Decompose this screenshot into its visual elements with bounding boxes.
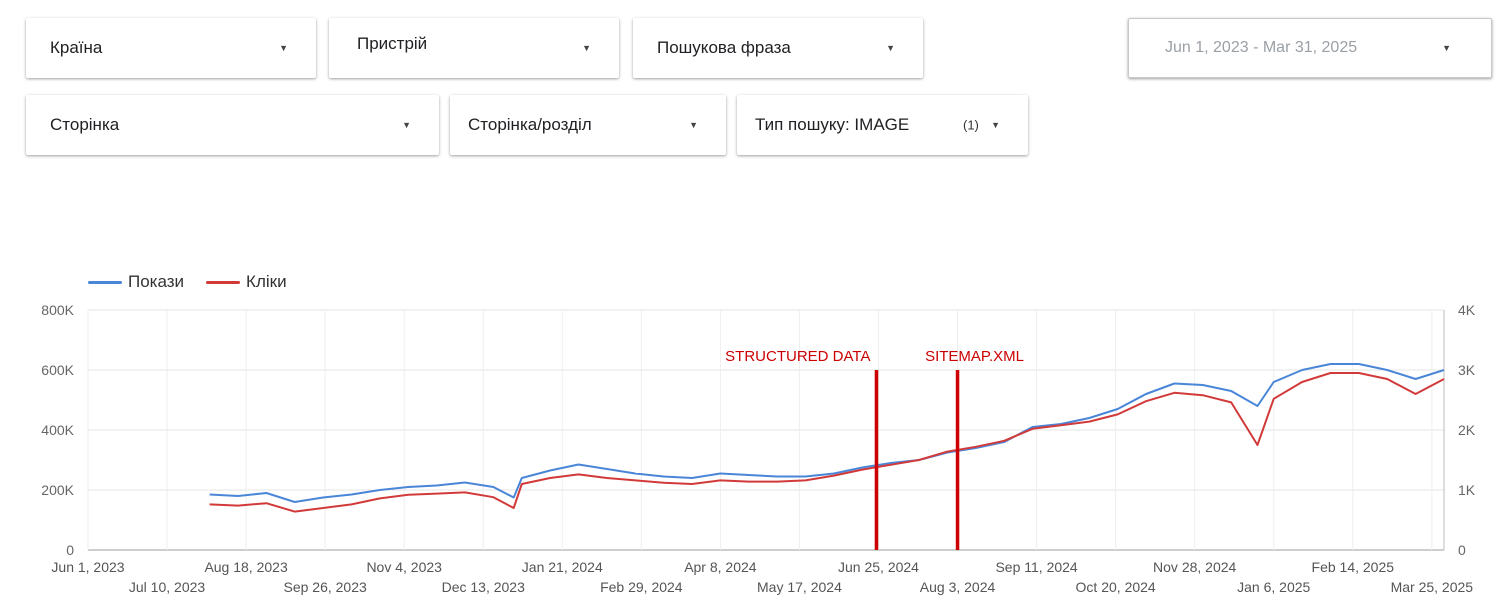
search-type-filter[interactable]: Тип пошуку: IMAGE (1) ▼ [737, 95, 1028, 155]
y-tick-label-right: 2K [1458, 422, 1476, 438]
legend-swatch-impressions [88, 280, 122, 284]
x-tick-label: Sep 26, 2023 [283, 579, 367, 595]
y-tick-label-left: 800K [41, 302, 74, 318]
x-tick-label: Feb 29, 2024 [600, 579, 683, 595]
x-tick-label: Nov 28, 2024 [1153, 559, 1236, 575]
y-tick-label-right: 3K [1458, 362, 1476, 378]
query-filter[interactable]: Пошукова фраза ▼ [633, 18, 923, 78]
y-tick-label-left: 400K [41, 422, 74, 438]
x-tick-label: Jan 21, 2024 [522, 559, 603, 575]
legend-item-impressions[interactable]: Покази [88, 272, 184, 292]
y-tick-label-left: 600K [41, 362, 74, 378]
country-filter-label: Країна [50, 38, 103, 57]
series-line-impressions [209, 363, 1445, 503]
search-type-filter-label: Тип пошуку: IMAGE [755, 115, 910, 134]
search-type-count: (1) [963, 117, 979, 133]
x-tick-label: Feb 14, 2025 [1312, 559, 1395, 575]
chart-legend: Покази Кліки [88, 272, 287, 292]
x-tick-label: Sep 11, 2024 [995, 559, 1077, 575]
caret-down-icon: ▼ [886, 43, 895, 53]
x-tick-label: Jul 10, 2023 [129, 579, 205, 595]
country-filter[interactable]: Країна ▼ [26, 18, 316, 78]
page-filter[interactable]: Сторінка ▼ [26, 95, 439, 155]
series-line-clicks [209, 372, 1445, 513]
caret-down-icon: ▼ [689, 120, 698, 130]
page-filter-label: Сторінка [50, 115, 120, 134]
legend-label-clicks: Кліки [246, 272, 287, 291]
y-tick-label-left: 0 [66, 542, 74, 558]
legend-item-clicks[interactable]: Кліки [206, 272, 287, 292]
x-tick-label: Mar 25, 2025 [1391, 579, 1474, 595]
annotation-label: STRUCTURED DATA [725, 348, 870, 365]
x-tick-label: Aug 3, 2024 [920, 579, 996, 595]
chart-grid [87, 309, 1445, 551]
device-filter[interactable]: Пристрій ▼ [329, 18, 619, 78]
x-tick-label: Jun 1, 2023 [51, 559, 124, 575]
device-filter-label: Пристрій [357, 34, 428, 53]
x-tick-label: Oct 20, 2024 [1076, 579, 1156, 595]
series-lines [209, 363, 1445, 513]
x-tick-label: Dec 13, 2023 [442, 579, 525, 595]
legend-label-impressions: Покази [128, 272, 185, 291]
x-tick-label: May 17, 2024 [757, 579, 842, 595]
x-tick-label: Jan 6, 2025 [1237, 579, 1310, 595]
left-y-axis: 0 200K 400K 600K 800K [41, 302, 74, 558]
caret-down-icon: ▼ [402, 120, 411, 130]
y-tick-label-right: 4K [1458, 302, 1476, 318]
date-range-picker[interactable]: Jun 1, 2023 - Mar 31, 2025 ▼ [1128, 18, 1492, 78]
legend-swatch-clicks [206, 280, 241, 284]
date-range-label: Jun 1, 2023 - Mar 31, 2025 [1165, 39, 1358, 56]
chart-annotations: STRUCTURED DATA SITEMAP.XML [725, 348, 1024, 550]
query-filter-label: Пошукова фраза [657, 38, 791, 57]
caret-down-icon: ▼ [582, 43, 591, 53]
right-y-axis: 0 1K 2K 3K 4K [1458, 302, 1476, 558]
page-section-filter-label: Сторінка/розділ [468, 115, 592, 134]
y-tick-label-right: 0 [1458, 542, 1466, 558]
page-section-filter[interactable]: Сторінка/розділ ▼ [450, 95, 726, 155]
caret-down-icon: ▼ [1442, 43, 1451, 53]
x-tick-label: Aug 18, 2023 [204, 559, 288, 575]
x-tick-label: Nov 4, 2023 [366, 559, 442, 575]
y-tick-label-right: 1K [1458, 482, 1476, 498]
caret-down-icon: ▼ [991, 120, 1000, 130]
x-axis: Jun 1, 2023 Aug 18, 2023 Nov 4, 2023 Jan 21… [51, 559, 1473, 595]
caret-down-icon: ▼ [279, 43, 288, 53]
x-tick-label: Jun 25, 2024 [838, 559, 919, 575]
x-tick-label: Apr 8, 2024 [684, 559, 757, 575]
y-tick-label-left: 200K [41, 482, 74, 498]
annotation-label: SITEMAP.XML [925, 348, 1024, 365]
